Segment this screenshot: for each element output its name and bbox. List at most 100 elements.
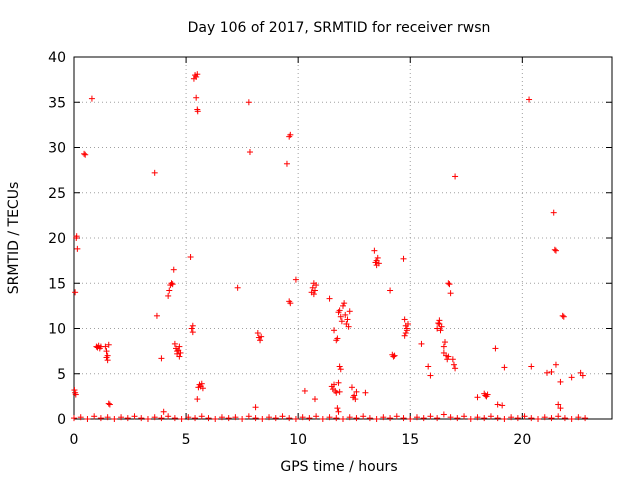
data-point [189, 329, 196, 336]
data-point [447, 290, 454, 297]
data-point [194, 71, 201, 78]
data-point [74, 245, 81, 252]
data-point [403, 325, 410, 332]
x-tick-label: 5 [182, 432, 191, 448]
data-point [552, 361, 559, 368]
data-point [340, 416, 346, 422]
y-axis-label: SRMTID / TECUs [6, 182, 22, 295]
y-tick-label: 30 [48, 141, 66, 157]
data-point [387, 287, 394, 294]
data-point [259, 416, 266, 422]
data-point [514, 415, 521, 422]
data-point [246, 149, 253, 156]
data-point [400, 255, 407, 262]
data-point [345, 323, 352, 330]
data-point [400, 415, 407, 422]
data-point [310, 291, 317, 298]
data-point [245, 99, 252, 106]
data-point [212, 416, 219, 422]
x-tick-label: 20 [513, 432, 531, 448]
data-point [199, 385, 206, 392]
data-point [548, 415, 555, 422]
data-point [313, 282, 320, 289]
data-point [346, 414, 353, 421]
data-point [71, 387, 78, 394]
data-point [188, 325, 195, 332]
data-point [168, 280, 175, 287]
data-point [575, 414, 582, 421]
data-point [441, 339, 448, 346]
data-point [346, 308, 353, 315]
data-point [555, 413, 562, 420]
y-tick-label: 0 [57, 412, 66, 428]
data-point [436, 320, 443, 327]
data-point [393, 413, 400, 420]
data-point [487, 413, 494, 420]
data-point [337, 313, 344, 320]
data-point [557, 405, 564, 412]
data-point [444, 356, 451, 363]
data-point [481, 415, 488, 422]
data-point [352, 396, 359, 403]
data-point [336, 307, 343, 314]
data-point [151, 169, 158, 176]
data-point [528, 415, 535, 422]
data-point [427, 372, 434, 379]
data-point [336, 388, 343, 395]
data-point [557, 378, 564, 385]
data-point [434, 415, 441, 422]
data-point [555, 401, 562, 408]
data-point [374, 254, 381, 261]
data-point [171, 415, 178, 422]
data-point [144, 416, 151, 422]
data-point [474, 394, 481, 401]
data-point [311, 396, 318, 403]
data-point [194, 108, 201, 115]
data-point [541, 414, 548, 421]
data-point [341, 300, 348, 307]
data-point [499, 402, 506, 409]
data-point [245, 413, 252, 420]
data-point [176, 343, 183, 350]
data-point [189, 322, 196, 329]
data-point [543, 369, 550, 376]
data-point [326, 414, 333, 421]
tick-layer: 0 5 10 15 20 25 30 35 40 0 5 10 15 20 [48, 50, 612, 448]
data-point [445, 280, 452, 287]
data-point [331, 381, 338, 388]
data-point [521, 413, 528, 420]
data-point [178, 416, 185, 422]
data-point [407, 416, 414, 422]
data-point [185, 414, 192, 421]
x-tick-label: 10 [289, 432, 307, 448]
data-point [102, 343, 109, 350]
data-point [279, 413, 286, 420]
x-tick-label: 0 [70, 432, 79, 448]
data-point [434, 325, 441, 332]
data-point [552, 247, 559, 254]
data-point [266, 414, 273, 421]
data-point [559, 312, 566, 319]
data-point [73, 233, 80, 240]
data-point [252, 404, 259, 411]
data-point [193, 73, 200, 80]
data-point [420, 415, 427, 422]
data-point [440, 411, 447, 418]
data-point [131, 413, 138, 420]
data-point [427, 413, 434, 420]
data-point [452, 173, 459, 180]
data-point [435, 320, 442, 327]
data-point [333, 415, 340, 422]
data-point [338, 318, 345, 325]
data-point [225, 415, 232, 422]
data-point [166, 287, 173, 294]
data-point [425, 363, 432, 370]
data-point [501, 364, 508, 371]
data-point [287, 131, 294, 138]
data-point [447, 414, 454, 421]
data-point [402, 330, 409, 337]
data-point [344, 316, 351, 323]
data-point [306, 415, 313, 422]
data-point [391, 352, 398, 359]
data-point [187, 254, 194, 261]
